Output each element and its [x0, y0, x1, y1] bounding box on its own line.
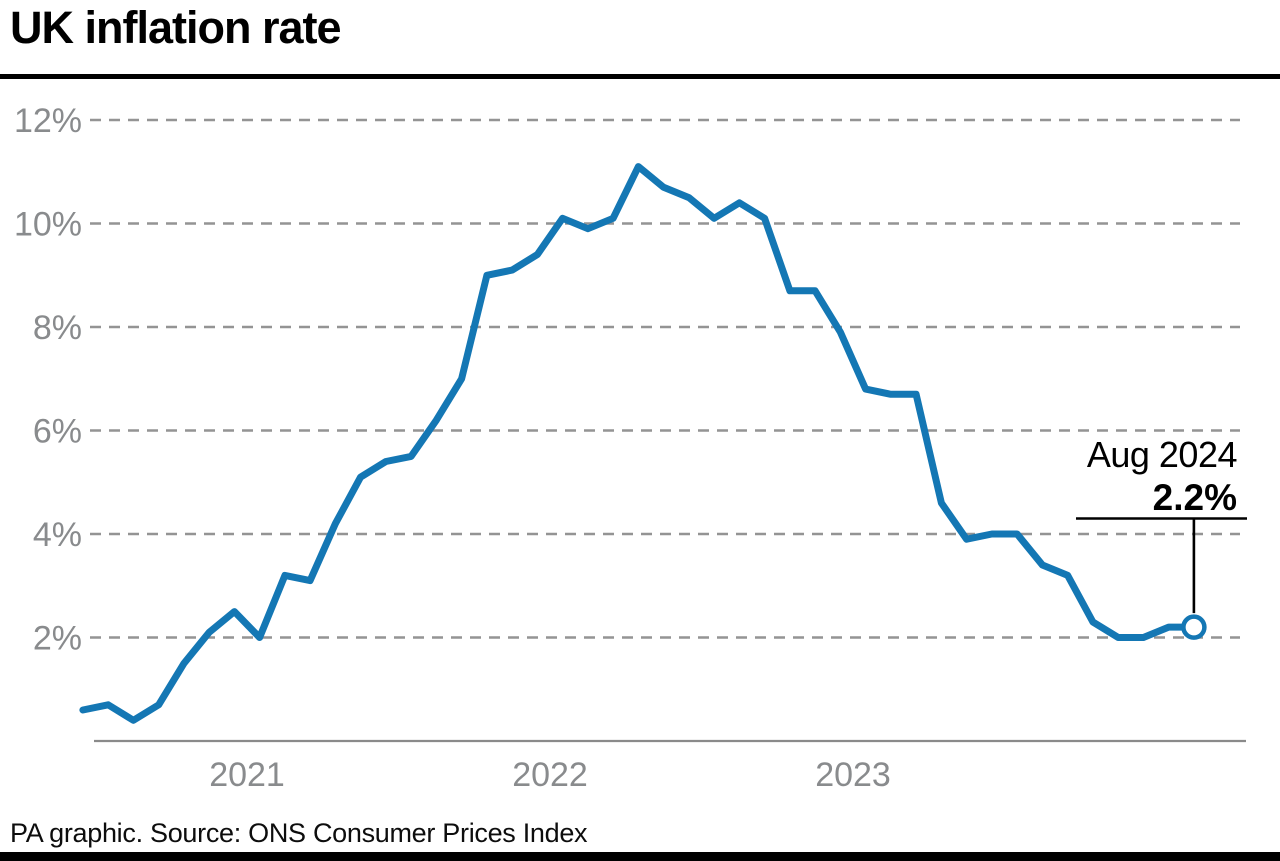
- page-title: UK inflation rate: [10, 2, 342, 53]
- annotation-value-label: 2.2%: [1153, 477, 1237, 518]
- x-tick-label: 2022: [512, 756, 588, 794]
- x-tick-label: 2023: [815, 756, 891, 794]
- y-tick-label: 2%: [33, 620, 82, 658]
- y-tick-label: 4%: [33, 516, 82, 554]
- y-tick-label: 12%: [14, 102, 82, 140]
- latest-point-marker: [1181, 614, 1207, 640]
- x-tick-label: 2021: [209, 756, 285, 794]
- y-tick-label: 6%: [33, 413, 82, 451]
- title-rule: [0, 74, 1280, 79]
- inflation-line: [79, 163, 1198, 724]
- source-credit: PA graphic. Source: ONS Consumer Prices …: [10, 818, 588, 848]
- y-tick-label: 10%: [14, 206, 82, 244]
- bottom-bar: [0, 852, 1280, 861]
- y-tick-label: 8%: [33, 309, 82, 347]
- annotation-date-label: Aug 2024: [1087, 434, 1237, 475]
